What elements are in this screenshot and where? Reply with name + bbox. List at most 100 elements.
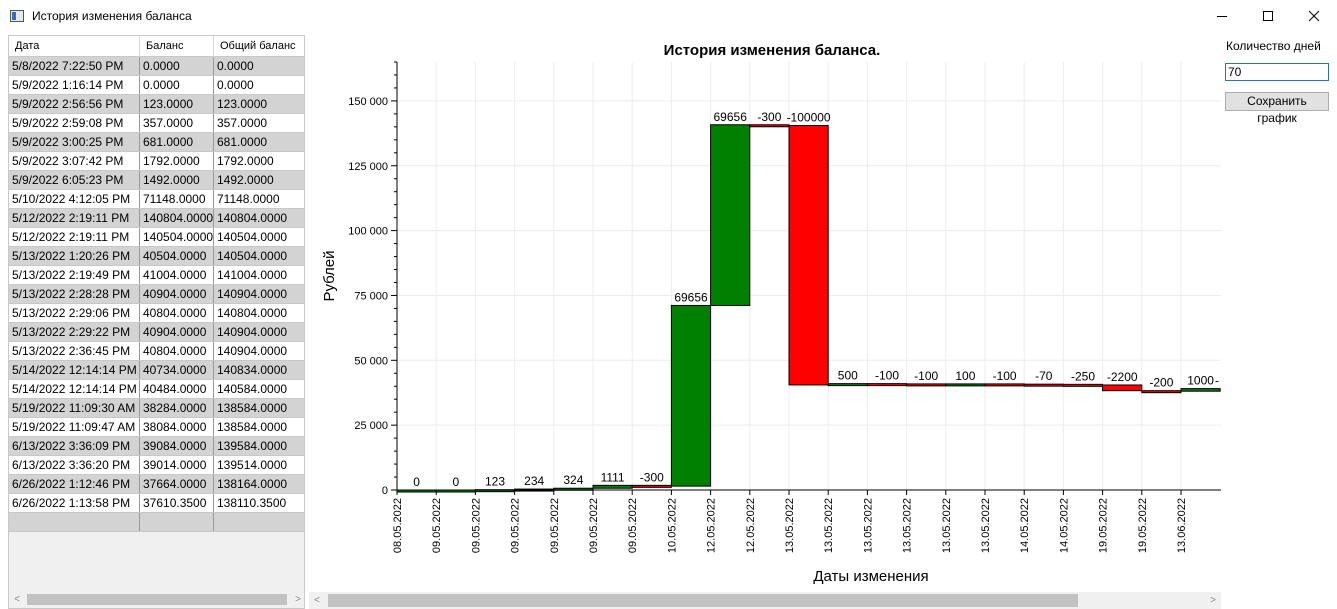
cell-balance[interactable]: 0.0000 — [140, 76, 214, 94]
table-row[interactable]: 5/12/2022 2:19:11 PM 140504.0000 140504.00… — [9, 228, 304, 247]
cell-total-balance[interactable]: 0.0000 — [217, 59, 254, 73]
cell-date[interactable]: 5/9/2022 1:16:14 PM — [9, 76, 140, 94]
cell-date[interactable]: 6/26/2022 1:12:46 PM — [9, 475, 140, 493]
cell-date[interactable]: 5/13/2022 2:36:45 PM — [9, 342, 140, 360]
table-row[interactable]: 5/19/2022 11:09:30 AM 38284.0000 138584.00… — [9, 399, 304, 418]
cell-date[interactable]: 5/9/2022 2:56:56 PM — [9, 95, 140, 113]
table-row[interactable]: 5/13/2022 2:36:45 PM 40804.0000 140904.000… — [9, 342, 304, 361]
table-row[interactable]: 5/9/2022 3:00:25 PM 681.0000 681.0000 — [9, 133, 304, 152]
cell-balance[interactable]: 38084.0000 — [140, 418, 214, 436]
cell-balance[interactable]: 40504.0000 — [140, 247, 214, 265]
table-row[interactable]: 5/19/2022 11:09:47 AM 38084.0000 138584.00… — [9, 418, 304, 437]
cell-total-balance[interactable]: 138584.0000 — [217, 420, 288, 434]
table-row[interactable]: 6/26/2022 1:13:58 PM 37610.3500 138110.350… — [9, 494, 304, 513]
minimize-button[interactable] — [1199, 0, 1245, 32]
table-row[interactable]: 5/13/2022 1:20:26 PM 40504.0000 140504.000… — [9, 247, 304, 266]
cell-total-balance[interactable]: 138110.3500 — [217, 496, 287, 510]
balance-grid[interactable]: Дата Баланс Общий баланс 5/8/2022 7:22:5… — [8, 35, 305, 609]
table-row[interactable]: 6/26/2022 1:12:46 PM 37664.0000 138164.000… — [9, 475, 304, 494]
cell-balance[interactable]: 1792.0000 — [140, 152, 214, 170]
cell-total-balance[interactable]: 138164.0000 — [217, 477, 288, 491]
empty-cell[interactable] — [140, 513, 214, 531]
cell-balance[interactable]: 40904.0000 — [140, 323, 214, 341]
chart-scroll-thumb[interactable] — [328, 594, 1078, 607]
cell-total-balance[interactable]: 140904.0000 — [217, 287, 288, 301]
table-row[interactable]: 5/9/2022 2:59:08 PM 357.0000 357.0000 — [9, 114, 304, 133]
table-row[interactable]: 5/14/2022 12:14:14 PM 40484.0000 140584.00… — [9, 380, 304, 399]
cell-date[interactable]: 5/13/2022 2:29:22 PM — [9, 323, 140, 341]
cell-total-balance[interactable]: 140904.0000 — [217, 325, 288, 339]
table-row[interactable]: 5/10/2022 4:12:05 PM 71148.0000 71148.0000 — [9, 190, 304, 209]
cell-date[interactable]: 6/13/2022 3:36:20 PM — [9, 456, 140, 474]
cell-date[interactable]: 5/12/2022 2:19:11 PM — [9, 209, 140, 227]
cell-date[interactable]: 5/13/2022 1:20:26 PM — [9, 247, 140, 265]
cell-total-balance[interactable]: 138584.0000 — [217, 401, 288, 415]
grid-horizontal-scrollbar[interactable]: < > — [9, 591, 304, 608]
cell-balance[interactable]: 40804.0000 — [140, 342, 214, 360]
cell-total-balance[interactable]: 1792.0000 — [217, 154, 274, 168]
cell-total-balance[interactable]: 139584.0000 — [217, 439, 288, 453]
cell-date[interactable]: 6/26/2022 1:13:58 PM — [9, 494, 140, 512]
grid-scroll-thumb[interactable] — [27, 594, 287, 605]
cell-date[interactable]: 5/13/2022 2:19:49 PM — [9, 266, 140, 284]
cell-date[interactable]: 5/19/2022 11:09:30 AM — [9, 399, 140, 417]
cell-balance[interactable]: 41004.0000 — [140, 266, 214, 284]
cell-date[interactable]: 6/13/2022 3:36:09 PM — [9, 437, 140, 455]
chart-scroll-right-icon[interactable]: > — [1210, 595, 1216, 606]
cell-balance[interactable]: 0.0000 — [140, 57, 214, 75]
days-count-input[interactable] — [1225, 63, 1329, 81]
table-row[interactable]: 5/13/2022 2:29:22 PM 40904.0000 140904.000… — [9, 323, 304, 342]
column-header-balance[interactable]: Баланс — [140, 36, 214, 57]
table-row[interactable]: 5/12/2022 2:19:11 PM 140804.0000 140804.00… — [9, 209, 304, 228]
cell-date[interactable]: 5/9/2022 3:07:42 PM — [9, 152, 140, 170]
close-button[interactable] — [1291, 0, 1337, 32]
cell-date[interactable]: 5/9/2022 2:59:08 PM — [9, 114, 140, 132]
cell-balance[interactable]: 37610.3500 — [140, 494, 214, 512]
cell-date[interactable]: 5/10/2022 4:12:05 PM — [9, 190, 140, 208]
table-row[interactable]: 5/8/2022 7:22:50 PM 0.0000 0.0000 — [9, 57, 304, 76]
cell-total-balance[interactable]: 71148.0000 — [217, 192, 280, 206]
cell-total-balance[interactable]: 681.0000 — [217, 135, 268, 149]
cell-total-balance[interactable]: 1492.0000 — [217, 173, 274, 187]
scroll-left-icon[interactable]: < — [14, 594, 20, 605]
cell-balance[interactable]: 37664.0000 — [140, 475, 214, 493]
new-row-placeholder[interactable] — [9, 513, 304, 532]
table-row[interactable]: 5/9/2022 3:07:42 PM 1792.0000 1792.0000 — [9, 152, 304, 171]
cell-balance[interactable]: 39084.0000 — [140, 437, 214, 455]
cell-balance[interactable]: 40904.0000 — [140, 285, 214, 303]
cell-total-balance[interactable]: 140904.0000 — [217, 344, 288, 358]
cell-total-balance[interactable]: 0.0000 — [217, 78, 254, 92]
cell-total-balance[interactable]: 140504.0000 — [217, 249, 288, 263]
cell-date[interactable]: 5/19/2022 11:09:47 AM — [9, 418, 140, 436]
save-chart-button[interactable]: Сохранить график — [1225, 92, 1329, 125]
cell-balance[interactable]: 40734.0000 — [140, 361, 214, 379]
cell-balance[interactable]: 38284.0000 — [140, 399, 214, 417]
table-row[interactable]: 5/13/2022 2:28:28 PM 40904.0000 140904.000… — [9, 285, 304, 304]
cell-total-balance[interactable]: 123.0000 — [217, 97, 268, 111]
table-row[interactable]: 6/13/2022 3:36:09 PM 39084.0000 139584.000… — [9, 437, 304, 456]
cell-total-balance[interactable]: 140804.0000 — [217, 306, 288, 320]
table-row[interactable]: 5/9/2022 6:05:23 PM 1492.0000 1492.0000 — [9, 171, 304, 190]
cell-date[interactable]: 5/8/2022 7:22:50 PM — [9, 57, 140, 75]
maximize-button[interactable] — [1245, 0, 1291, 32]
cell-date[interactable]: 5/13/2022 2:28:28 PM — [9, 285, 140, 303]
title-bar[interactable]: История изменения баланса — [0, 0, 1337, 32]
cell-total-balance[interactable]: 140804.0000 — [217, 211, 288, 225]
chart-scroll-left-icon[interactable]: < — [314, 595, 320, 606]
table-row[interactable]: 5/14/2022 12:14:14 PM 40734.0000 140834.00… — [9, 361, 304, 380]
scroll-right-icon[interactable]: > — [295, 594, 301, 605]
cell-balance[interactable]: 140504.0000 — [140, 228, 214, 246]
cell-date[interactable]: 5/9/2022 6:05:23 PM — [9, 171, 140, 189]
cell-balance[interactable]: 40484.0000 — [140, 380, 214, 398]
empty-cell[interactable] — [214, 513, 304, 531]
cell-balance[interactable]: 71148.0000 — [140, 190, 214, 208]
column-header-total-balance[interactable]: Общий баланс — [220, 40, 296, 52]
cell-balance[interactable]: 123.0000 — [140, 95, 214, 113]
cell-balance[interactable]: 681.0000 — [140, 133, 214, 151]
cell-balance[interactable]: 1492.0000 — [140, 171, 214, 189]
empty-cell[interactable] — [9, 513, 140, 531]
cell-balance[interactable]: 40804.0000 — [140, 304, 214, 322]
table-row[interactable]: 6/13/2022 3:36:20 PM 39014.0000 139514.000… — [9, 456, 304, 475]
cell-date[interactable]: 5/14/2022 12:14:14 PM — [9, 380, 140, 398]
column-header-date[interactable]: Дата — [9, 36, 140, 57]
